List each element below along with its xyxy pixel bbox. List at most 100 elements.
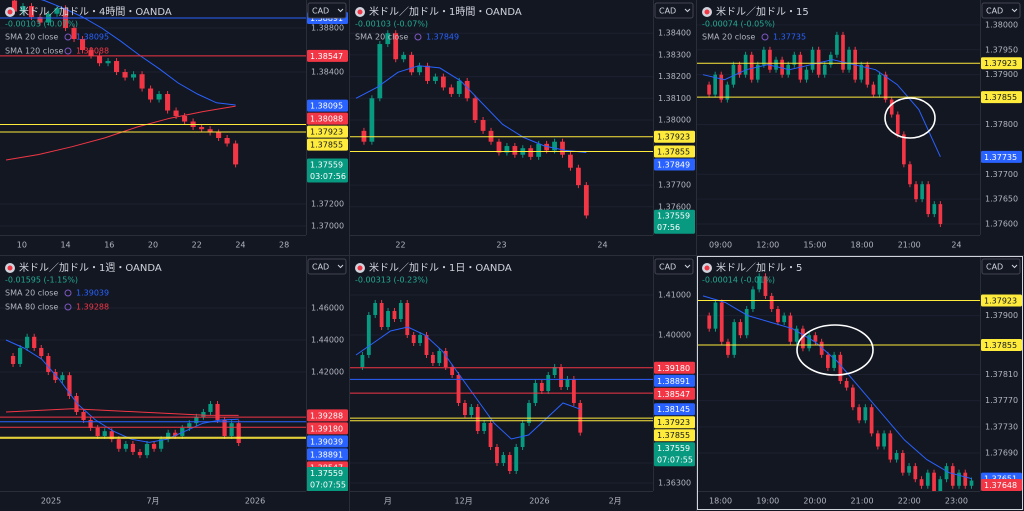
dropdown-caret[interactable]	[684, 264, 691, 269]
y-tick-label: 1.40000	[658, 331, 691, 340]
dropdown-caret[interactable]	[1011, 8, 1018, 13]
candle	[463, 400, 467, 418]
candle	[788, 312, 793, 345]
candle	[156, 91, 162, 103]
dropdown-caret[interactable]	[1011, 264, 1018, 269]
currency-label[interactable]: CAD	[659, 7, 676, 16]
annotations	[796, 97, 936, 376]
price-tag	[654, 416, 695, 429]
chart-panel[interactable]: 1.37900 1.37810 1.37770 1.37730 1.37690 18:00…	[697, 256, 1022, 506]
candle-body	[725, 84, 730, 100]
x-tick-label: 19:00	[756, 497, 779, 506]
candle	[366, 312, 371, 358]
price-tag-label: 1.37855	[657, 147, 690, 156]
price-tag	[654, 374, 695, 387]
currency-box[interactable]	[981, 2, 1021, 19]
candle	[807, 332, 812, 352]
plot-area	[350, 294, 653, 484]
candle-body	[495, 447, 499, 463]
candle	[768, 46, 772, 73]
candle-body	[74, 395, 79, 412]
x-tick-label: 23:00	[945, 497, 968, 506]
candle	[137, 448, 143, 459]
x-tick-label: 18:00	[709, 497, 732, 506]
indicator-icon	[414, 33, 422, 41]
currency-dropdown[interactable]: CAD	[981, 2, 1021, 19]
candle	[774, 56, 778, 73]
candle	[456, 77, 462, 97]
candle	[514, 444, 519, 474]
currency-box[interactable]	[981, 258, 1021, 275]
currency-dropdown[interactable]: CAD	[307, 2, 347, 19]
moving-average-line	[40, 0, 236, 106]
indicator-icon	[64, 47, 72, 55]
candle-body	[938, 204, 943, 225]
price-tag-label: 1.37923	[657, 418, 690, 427]
candle-body	[71, 28, 77, 40]
currency-box[interactable]	[654, 258, 694, 275]
candle-body	[424, 335, 429, 355]
price-tag-label: 1.38891	[310, 14, 343, 23]
currency-box[interactable]	[307, 2, 347, 19]
candle	[236, 420, 241, 447]
price-tag-countdown: 07:07:55	[310, 481, 346, 490]
currency-dropdown[interactable]: CAD	[307, 258, 347, 275]
candle-body	[469, 407, 474, 415]
currency-label[interactable]: CAD	[312, 7, 329, 16]
candle	[932, 201, 937, 218]
candle	[914, 181, 918, 203]
candle-body	[938, 479, 943, 491]
candle-body	[844, 381, 849, 388]
candle	[122, 69, 128, 81]
currency-box[interactable]	[654, 2, 694, 19]
currency-box[interactable]	[307, 258, 347, 275]
candle	[440, 73, 446, 91]
currency-dropdown[interactable]: CAD	[981, 258, 1021, 275]
moving-average-line	[5, 339, 239, 443]
chart-panel[interactable]: 1.410001.400001.368001.36300月12月20262月1.…	[350, 256, 695, 506]
candle	[166, 429, 171, 443]
candle-body	[411, 335, 416, 343]
dropdown-caret[interactable]	[684, 8, 691, 13]
candle	[443, 348, 448, 370]
candle-body	[816, 49, 821, 75]
candle-body	[769, 295, 774, 310]
candle	[199, 124, 205, 133]
candle-body	[713, 74, 717, 95]
chart-panel[interactable]: 1.38400 1.38300 1.38200 1.38100 1.38000 1.377…	[350, 0, 695, 250]
candle-body	[908, 164, 912, 185]
candle-body	[166, 432, 171, 440]
candle	[194, 413, 199, 427]
currency-label[interactable]: CAD	[986, 7, 1003, 16]
dropdown-caret[interactable]	[337, 8, 344, 13]
currency-label[interactable]: CAD	[312, 263, 329, 272]
currency-label[interactable]: CAD	[986, 263, 1003, 272]
candle-body	[102, 431, 107, 436]
dropdown-caret[interactable]	[337, 264, 344, 269]
candle	[755, 61, 760, 83]
candle	[131, 71, 137, 81]
candle	[560, 138, 565, 158]
price-tag-countdown: 07:07:55	[657, 456, 693, 465]
candle-body	[201, 411, 206, 417]
chart-panel[interactable]: 1.38000 1.37950 1.37900 1.37800 1.37700 1.376…	[697, 0, 1022, 250]
chart-panel[interactable]: 1.46000 1.44000 1.42000 2025 7月 2026 1.39288 1.…	[0, 256, 348, 506]
candle-body	[151, 443, 157, 449]
currency-dropdown[interactable]: CAD	[654, 258, 694, 275]
candle	[963, 469, 968, 489]
chart-panel[interactable]: 1.38800 1.38400 1.37200 1.37000 10 14 16 20 22 24…	[0, 0, 348, 250]
candle-body	[914, 184, 918, 200]
candle	[875, 430, 880, 450]
candle	[411, 332, 416, 346]
candle-body	[552, 367, 557, 375]
candle-body	[832, 354, 837, 368]
candle-body	[131, 74, 137, 78]
price-tag-label: 1.39039	[310, 437, 343, 446]
plot-area	[350, 30, 653, 219]
currency-dropdown[interactable]: CAD	[654, 2, 694, 19]
annotation-circle	[884, 97, 936, 139]
currency-label[interactable]: CAD	[659, 263, 676, 272]
candle-body	[81, 411, 86, 420]
candle-body	[182, 116, 188, 122]
